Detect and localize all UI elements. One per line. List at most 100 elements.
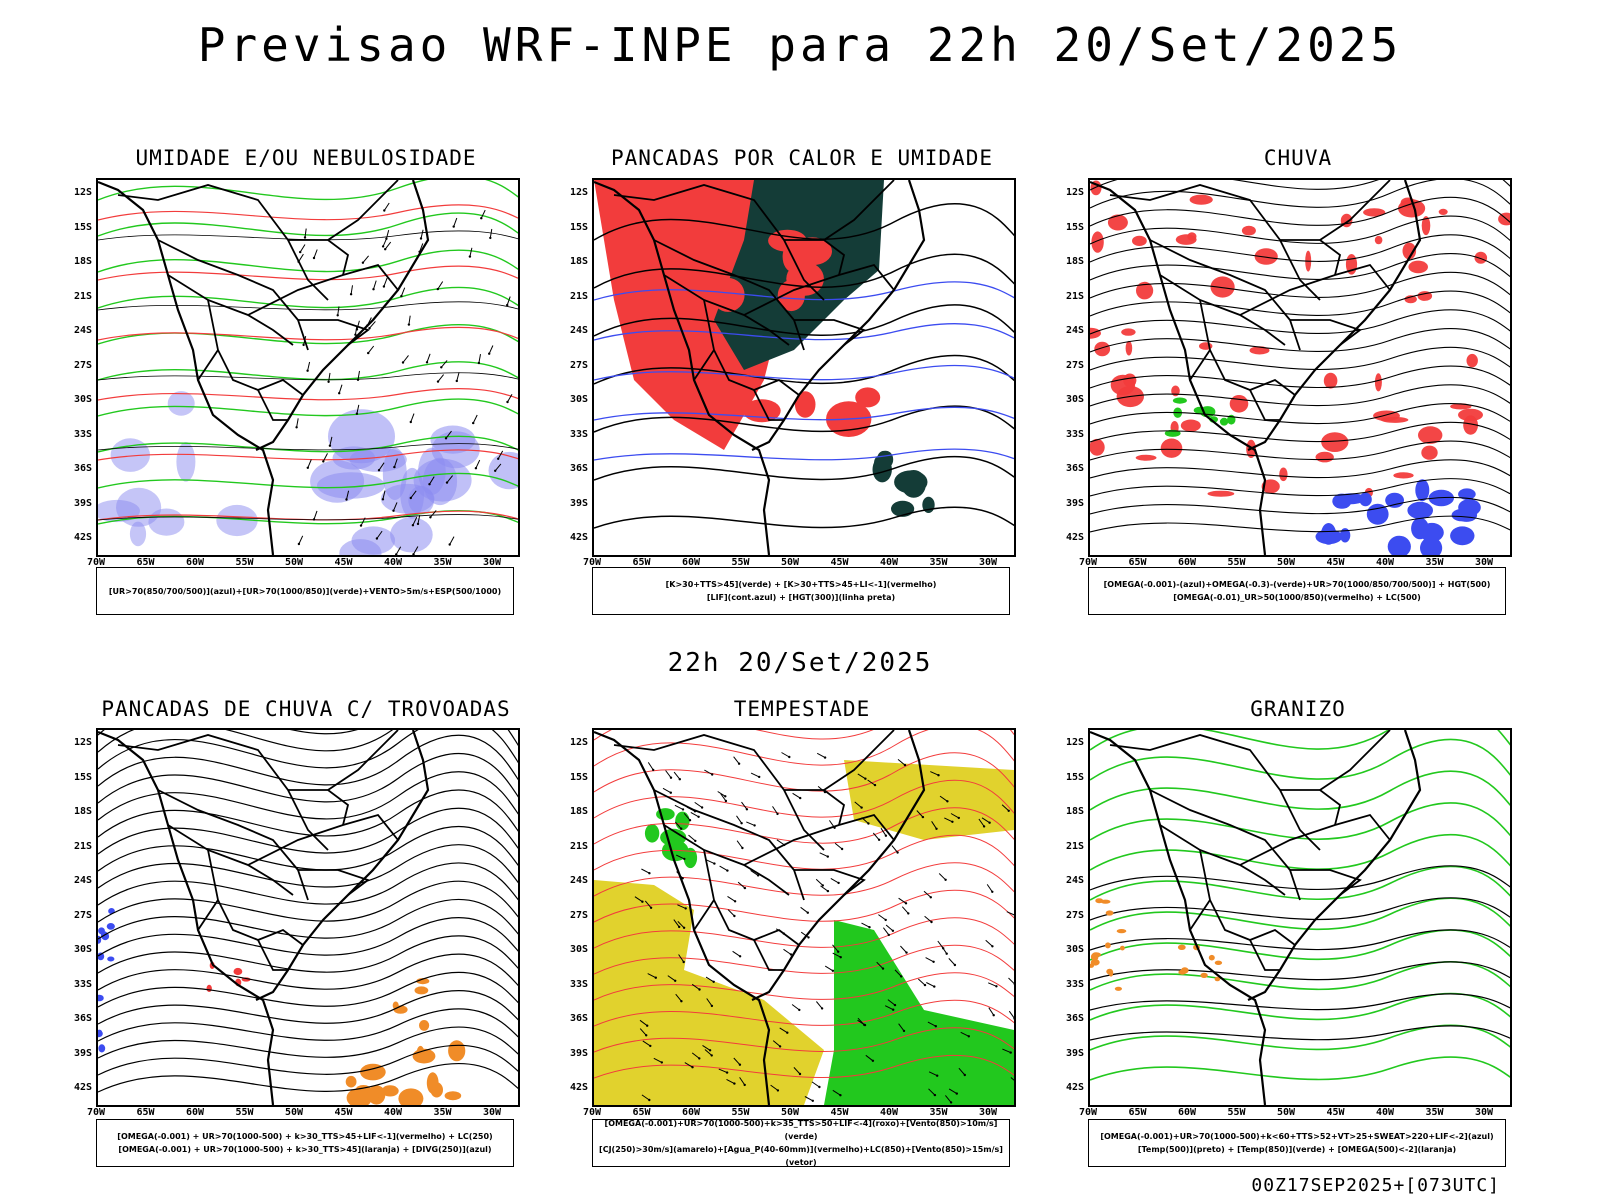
longitude-label: 55W (1227, 557, 1246, 568)
latitude-label: 12S (1065, 737, 1084, 748)
latitude-label: 42S (1065, 532, 1084, 543)
legend-line: [K>30+TTS>45](verde) + [K>30+TTS>45+LI<-… (665, 580, 937, 589)
longitude-label: 30W (482, 557, 502, 568)
latitude-label: 12S (73, 187, 92, 198)
longitude-label: 70W (86, 1107, 106, 1118)
longitude-label: 60W (1177, 557, 1197, 568)
latitude-label: 24S (73, 875, 92, 886)
legend-line: [LIF](cont.azul) + [HGT(300)](linha pret… (706, 593, 896, 602)
latitude-label: 24S (73, 325, 92, 336)
longitude-label: 45W (334, 557, 353, 568)
latitude-label: 39S (73, 1047, 92, 1059)
latitude-label: 15S (569, 771, 588, 783)
latitude-label: 18S (1065, 806, 1084, 817)
latitude-label: 21S (73, 290, 92, 302)
latitude-label: 21S (73, 840, 92, 852)
longitude-label: 40W (879, 557, 899, 568)
latitude-label: 27S (569, 359, 588, 371)
latitude-label: 18S (73, 256, 92, 267)
legend-line: [CJ(250)>30m/s](amarelo)+[Agua_P(40-60mm… (599, 1145, 1003, 1167)
longitude-label: 35W (929, 1107, 948, 1118)
map-graphic (98, 730, 518, 1105)
longitude-label: 35W (433, 557, 452, 568)
latitude-label: 42S (73, 1082, 92, 1093)
legend-line: [OMEGA(-0.001)+UR>70(1000-500)+k>35_TTS>… (604, 1119, 998, 1141)
longitude-label: 40W (1375, 557, 1395, 568)
longitude-label: 60W (681, 557, 701, 568)
latitude-label: 30S (1065, 944, 1084, 955)
longitude-label: 55W (1227, 1107, 1246, 1118)
longitude-label: 60W (185, 557, 205, 568)
forecast-map (96, 728, 520, 1107)
panel-title: CHUVA (1263, 146, 1333, 170)
latitude-label: 33S (569, 428, 588, 440)
latitude-label: 27S (1065, 359, 1084, 371)
longitude-label: 65W (1128, 557, 1147, 568)
legend-line: [OMEGA(-0.001)+UR>70(1000-500)+k<60+TTS>… (1100, 1132, 1494, 1141)
latitude-label: 33S (1065, 428, 1084, 440)
panel-title: GRANIZO (1250, 697, 1346, 721)
latitude-label: 30S (569, 394, 588, 405)
latitude-label: 42S (1065, 1082, 1084, 1093)
panel-title: PANCADAS DE CHUVA C/ TROVOADAS (101, 697, 511, 721)
panel-legend: [OMEGA(-0.001)+UR>70(1000-500)+k>35_TTS>… (592, 1119, 1010, 1167)
latitude-label: 24S (1065, 325, 1084, 336)
legend-line: [OMEGA(-0.001)-(azul)+OMEGA(-0.3)-(verde… (1103, 580, 1491, 589)
longitude-label: 50W (780, 557, 800, 568)
valid-time-title: 22h 20/Set/2025 (667, 648, 933, 678)
map-graphic (594, 180, 1014, 555)
longitude-label: 55W (731, 1107, 750, 1118)
longitude-label: 30W (1474, 557, 1494, 568)
latitude-label: 39S (1065, 1047, 1084, 1059)
longitude-label: 30W (978, 557, 998, 568)
panel-title: PANCADAS POR CALOR E UMIDADE (610, 146, 993, 170)
longitude-label: 65W (1128, 1107, 1147, 1118)
latitude-label: 42S (569, 532, 588, 543)
forecast-map (592, 728, 1016, 1107)
latitude-label: 15S (1065, 771, 1084, 783)
latitude-label: 36S (1065, 1013, 1084, 1024)
forecast-map (592, 178, 1016, 557)
latitude-label: 21S (1065, 840, 1084, 852)
latitude-label: 36S (1065, 463, 1084, 474)
latitude-label: 36S (73, 463, 92, 474)
legend-line: [OMEGA(-0.01)_UR>50(1000/850)(vermelho) … (1173, 593, 1421, 602)
longitude-label: 55W (731, 557, 750, 568)
latitude-label: 42S (569, 1082, 588, 1093)
latitude-label: 21S (569, 290, 588, 302)
latitude-label: 39S (569, 1047, 588, 1059)
longitude-label: 65W (632, 1107, 651, 1118)
latitude-label: 33S (569, 978, 588, 990)
latitude-label: 33S (73, 978, 92, 990)
longitude-label: 70W (582, 557, 602, 568)
latitude-label: 12S (569, 187, 588, 198)
longitude-label: 30W (1474, 1107, 1494, 1118)
longitude-label: 60W (681, 1107, 701, 1118)
latitude-label: 18S (1065, 256, 1084, 267)
longitude-label: 35W (1425, 557, 1444, 568)
latitude-label: 39S (73, 497, 92, 509)
longitude-label: 40W (383, 557, 403, 568)
panel-legend: [OMEGA(-0.001)+UR>70(1000-500)+k<60+TTS>… (1088, 1119, 1506, 1167)
map-graphic (594, 730, 1014, 1105)
latitude-label: 15S (73, 221, 92, 233)
map-graphic (98, 180, 518, 555)
longitude-label: 50W (780, 1107, 800, 1118)
longitude-label: 60W (185, 1107, 205, 1118)
longitude-label: 60W (1177, 1107, 1197, 1118)
latitude-label: 30S (73, 944, 92, 955)
latitude-label: 24S (569, 875, 588, 886)
forecast-map (96, 178, 520, 557)
longitude-label: 55W (235, 1107, 254, 1118)
latitude-label: 36S (73, 1013, 92, 1024)
longitude-label: 50W (284, 1107, 304, 1118)
longitude-label: 70W (582, 1107, 602, 1118)
latitude-label: 15S (569, 221, 588, 233)
map-graphic (1090, 730, 1510, 1105)
longitude-label: 50W (1276, 1107, 1296, 1118)
panel-legend: [OMEGA(-0.001) + UR>70(1000-500) + k>30_… (96, 1119, 514, 1167)
longitude-label: 70W (1078, 1107, 1098, 1118)
forecast-map (1088, 728, 1512, 1107)
latitude-label: 12S (1065, 187, 1084, 198)
latitude-label: 33S (1065, 978, 1084, 990)
